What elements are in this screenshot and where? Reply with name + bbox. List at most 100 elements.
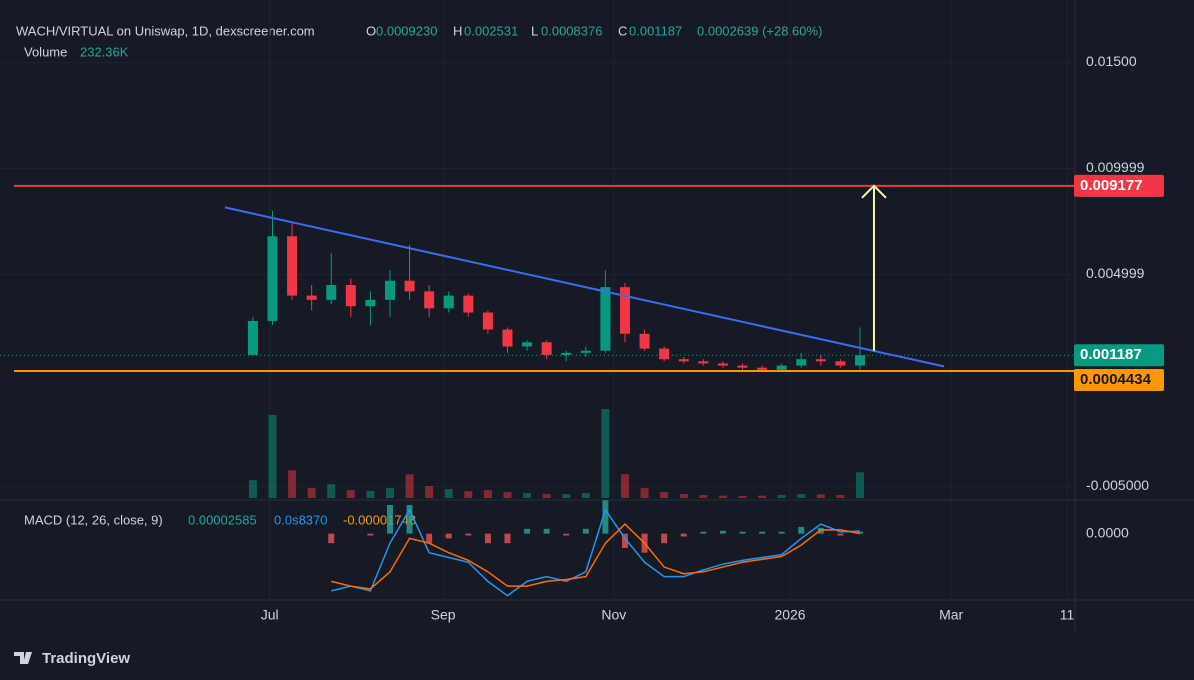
candle-body (326, 285, 337, 300)
last-price-label: 0.001187 (1080, 346, 1142, 363)
volume-bar (581, 493, 590, 498)
macd-histogram-bar (406, 505, 413, 534)
volume-bar (542, 494, 551, 498)
y-tick-label: 0.01500 (1086, 53, 1137, 69)
x-tick-label: 11 (1060, 607, 1075, 623)
macd-histogram-bar (719, 530, 726, 534)
volume-bar (562, 494, 571, 498)
brand: TradingView (14, 650, 130, 667)
macd-histogram-bar (817, 527, 824, 534)
macd-histogram-bar (445, 533, 452, 539)
macd-histogram-bar (759, 531, 766, 534)
candle-body (815, 359, 826, 362)
volume-bar (836, 495, 845, 498)
x-tick-label: Nov (601, 607, 626, 623)
volume-bar (738, 496, 747, 498)
candle-body (757, 367, 768, 370)
ohlc-label: C (618, 23, 627, 38)
level-label-box (1074, 174, 1164, 197)
candle-body (580, 350, 591, 353)
volume-bar (660, 492, 669, 498)
macd-histogram-bar (328, 533, 335, 544)
candle-body (502, 329, 513, 347)
macd-histogram-bar (484, 533, 491, 544)
macd-histogram-bar (563, 533, 570, 536)
macd-histogram-bar (602, 500, 609, 534)
volume-bar (248, 480, 257, 498)
change-value: 0.0002639 (+28.60%) (697, 23, 822, 38)
volume-bar (777, 495, 786, 498)
macd-histogram-bar (386, 505, 393, 534)
macd-histogram-bar (426, 533, 433, 544)
brand-name: TradingView (42, 650, 130, 667)
ohlc-label: O (366, 23, 376, 38)
candle-body (365, 299, 376, 307)
candle-body (835, 361, 846, 366)
candle-body (796, 359, 807, 366)
candle-body (541, 342, 552, 355)
ohlc-value: 0.001187 (629, 23, 682, 38)
candle-body (639, 333, 650, 349)
x-tick-label: 2026 (774, 607, 805, 623)
volume-bar (483, 490, 492, 498)
candle-body (404, 280, 415, 292)
volume-bar (797, 494, 806, 498)
y-tick-label: 0.009999 (1086, 159, 1145, 175)
candle-body (600, 287, 611, 351)
volume-label: Volume (24, 44, 67, 59)
volume-bar (718, 495, 727, 498)
macd-histogram-bar (504, 533, 511, 544)
macd-histogram-bar (661, 533, 668, 544)
y-tick-label: 0.004999 (1086, 265, 1145, 281)
candle-body (443, 295, 454, 309)
macd-histogram-bar (543, 528, 550, 534)
volume-bar (268, 414, 277, 498)
macd-histogram-bar (778, 531, 785, 534)
volume-bar (503, 492, 512, 498)
volume-bar (366, 491, 375, 498)
volume-bar (816, 494, 825, 498)
candle-body (737, 365, 748, 368)
volume-value: 232.36K (80, 44, 129, 59)
level-label-box (1074, 368, 1164, 391)
candle-body (247, 321, 258, 355)
candle-body (678, 359, 689, 362)
macd-histogram-bar (856, 531, 863, 534)
volume-bar (327, 484, 336, 498)
volume-bar (464, 491, 473, 498)
macd-histogram-bar (680, 533, 687, 537)
macd-value: 0.00002585 (188, 512, 257, 527)
x-tick-label: Mar (939, 607, 963, 623)
brand-logo (14, 652, 32, 664)
candle-body (659, 348, 670, 360)
candle-body (345, 285, 356, 307)
volume-bar (620, 474, 629, 498)
macd-histogram-bar (582, 528, 589, 534)
ohlc-label: H (453, 23, 462, 38)
volume-bar (758, 495, 767, 498)
candle-body (854, 355, 865, 366)
volume-bar (346, 490, 355, 498)
trendline (224, 206, 945, 368)
signal-line (331, 523, 861, 590)
level-label: 0.0004434 (1080, 371, 1152, 388)
volume-bar (405, 474, 414, 498)
candle-body (522, 342, 533, 347)
candle-body (463, 295, 474, 313)
last-price-label-box (1074, 344, 1164, 367)
ohlc-label: L (531, 23, 538, 38)
ohlc-value: 0.002531 (464, 23, 518, 38)
volume-bar (523, 493, 532, 498)
volume-bar (601, 408, 610, 498)
volume-bar (385, 488, 394, 498)
volume-bar (307, 488, 316, 498)
candle-body (424, 291, 435, 309)
target-arrow-head (861, 184, 887, 199)
volume-bar (425, 486, 434, 498)
macd-histogram-bar (837, 533, 844, 536)
macd-histogram-bar (798, 526, 805, 534)
candle-body (267, 236, 278, 322)
